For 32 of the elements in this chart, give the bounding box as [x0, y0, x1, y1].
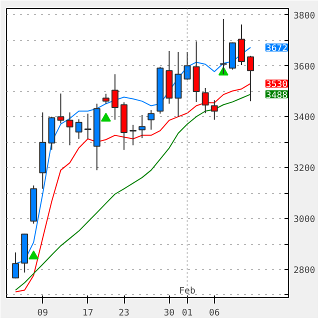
point	[28, 250, 39, 260]
y-tick-label: 3400	[294, 113, 316, 124]
candlestick	[238, 24, 245, 66]
candlestick	[75, 118, 82, 140]
data-label: 3530	[266, 80, 288, 90]
candlestick	[66, 112, 74, 146]
candlestick	[102, 93, 110, 104]
candlestick	[184, 52, 191, 80]
candlestick	[202, 87, 209, 114]
candlestick	[210, 100, 218, 120]
x-tick-label: 30	[164, 308, 175, 318]
point	[100, 112, 111, 122]
candlestick	[84, 113, 92, 140]
y-tick-label: 3600	[294, 62, 316, 72]
x-tick-label: 06	[208, 308, 220, 318]
candlestick	[148, 110, 155, 130]
candlestick	[130, 124, 137, 146]
y-tick-label: 2800	[294, 266, 316, 276]
candlestick	[111, 74, 118, 120]
x-tick-label: 23	[118, 308, 130, 318]
x-tick-label: 17	[82, 308, 94, 318]
y-tick-label: 3200	[294, 164, 316, 174]
candlestick	[57, 93, 64, 124]
data-label: 3488	[266, 90, 288, 101]
x-tick-label: 09	[37, 308, 48, 318]
y-tick-label: 3800	[294, 11, 316, 22]
candlestick	[174, 52, 182, 118]
x-tick-label: 01	[182, 308, 193, 318]
annotation: Feb	[179, 286, 196, 296]
data-label: 3672	[266, 44, 288, 54]
y-tick-label: 3000	[294, 215, 316, 226]
candlestick	[138, 114, 146, 139]
